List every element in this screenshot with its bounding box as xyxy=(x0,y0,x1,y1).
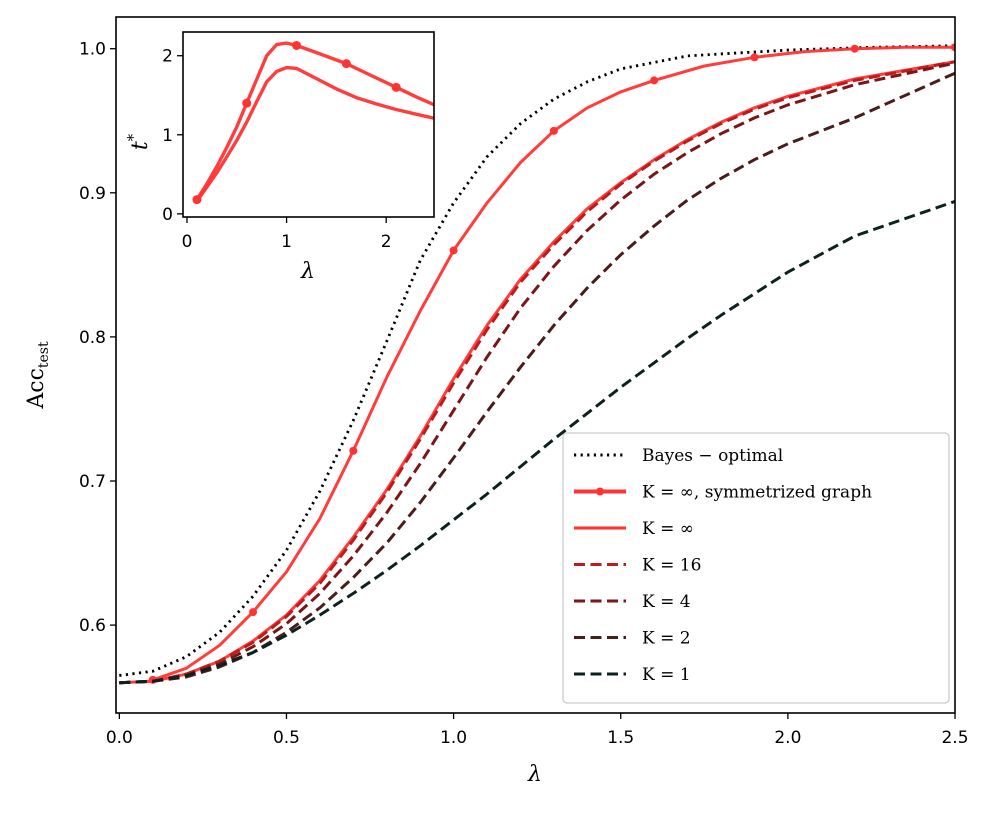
inset-axes-frame xyxy=(182,31,435,218)
x-tick-label: 0.5 xyxy=(273,728,300,748)
x-tick-label: 1 xyxy=(281,232,292,252)
main-plot: 0.0 0.5 1.0 1.5 2.0 2.5 0.6 0.7 0.8 0.9 1.0 λ Acc… xyxy=(24,16,969,787)
y-label-main: Acc xyxy=(24,368,49,410)
series-line-0 xyxy=(119,44,955,677)
legend-box xyxy=(562,432,950,704)
y-tick-label: 2 xyxy=(162,47,173,67)
series-marker-1-6 xyxy=(750,53,759,62)
y-tick-label: 0.9 xyxy=(79,184,106,204)
x-tick-label: 1.5 xyxy=(607,728,634,748)
inset-x-ticks: 0 1 2 xyxy=(182,217,392,252)
inset-series-group xyxy=(192,40,434,205)
legend-item: K = 1 xyxy=(574,665,691,685)
series-marker-1-8 xyxy=(951,43,955,52)
legend-label-4: K = 4 xyxy=(642,592,691,612)
series-marker-1-1 xyxy=(249,608,258,617)
x-tick-label: 2.0 xyxy=(774,728,801,748)
main-x-axis-label: λ xyxy=(527,762,542,787)
inset-y-ticks: 0 1 2 xyxy=(162,47,183,225)
series-marker-0-2 xyxy=(292,40,302,50)
legend-item: Bayes − optimal xyxy=(574,446,783,466)
legend-label-6: K = 1 xyxy=(642,665,691,685)
svg-text:t*: t* xyxy=(124,133,153,150)
series-marker-1-5 xyxy=(650,76,659,85)
series-line-1 xyxy=(195,65,434,203)
legend-item: K = 2 xyxy=(574,629,691,649)
legend-item: K = ∞ xyxy=(574,519,694,539)
legend: Bayes − optimal K = ∞, symmetrized graph K… xyxy=(562,432,950,704)
series-line-0 xyxy=(195,41,434,201)
inset-y-label-main: t xyxy=(128,141,153,150)
legend-label-3: K = 16 xyxy=(642,556,701,576)
series-marker-1-3 xyxy=(449,246,458,255)
series-line-1 xyxy=(152,45,955,682)
legend-label-0: Bayes − optimal xyxy=(642,446,783,466)
y-tick-label: 0 xyxy=(162,205,173,225)
series-marker-1-7 xyxy=(850,44,859,53)
inset-y-label-superscript: * xyxy=(124,133,142,141)
y-tick-label: 0.8 xyxy=(79,328,106,348)
legend-item: K = ∞, symmetrized graph xyxy=(574,483,872,503)
svg-text:Acctest: Acctest xyxy=(24,341,52,410)
series-marker-0-1 xyxy=(242,98,252,108)
legend-item: K = 4 xyxy=(574,592,691,612)
x-tick-label: 2.5 xyxy=(941,728,968,748)
y-tick-label: 1.0 xyxy=(79,40,106,60)
legend-label-5: K = 2 xyxy=(642,629,691,649)
y-tick-label: 0.7 xyxy=(79,472,106,492)
legend-item: K = 16 xyxy=(574,556,701,576)
y-tick-label: 1 xyxy=(162,126,173,146)
inset-background xyxy=(183,32,434,217)
legend-label-2: K = ∞ xyxy=(642,519,694,539)
main-axes-frame xyxy=(115,16,956,714)
x-tick-label: 0 xyxy=(182,232,193,252)
main-x-ticks: 0.0 0.5 1.0 1.5 2.0 2.5 xyxy=(106,713,969,748)
y-tick-label: 0.6 xyxy=(79,616,106,636)
x-tick-label: 0.0 xyxy=(106,728,133,748)
main-series-group xyxy=(119,43,955,685)
legend-items: Bayes − optimal K = ∞, symmetrized graph K… xyxy=(574,446,872,685)
series-line-3 xyxy=(119,60,955,685)
inset-y-axis-label: t* xyxy=(124,133,153,150)
x-tick-label: 2 xyxy=(381,232,392,252)
series-marker-0-3 xyxy=(341,59,351,69)
main-y-axis-label: Acctest xyxy=(24,341,52,410)
series-marker-1-4 xyxy=(549,126,558,135)
legend-label-1: K = ∞, symmetrized graph xyxy=(642,483,872,503)
x-tick-label: 1.0 xyxy=(440,728,467,748)
y-label-subscript: test xyxy=(36,341,52,368)
series-line-4 xyxy=(119,61,955,685)
inset-x-axis-label: λ xyxy=(300,259,315,284)
series-marker-1-2 xyxy=(349,446,358,455)
legend-swatch-marker xyxy=(596,487,604,496)
series-marker-0-4 xyxy=(391,82,401,92)
main-y-ticks: 0.6 0.7 0.8 0.9 1.0 xyxy=(79,40,116,636)
inset-plot: 0 1 2 0 1 2 λ t* xyxy=(124,31,435,284)
series-line-6 xyxy=(119,199,955,685)
